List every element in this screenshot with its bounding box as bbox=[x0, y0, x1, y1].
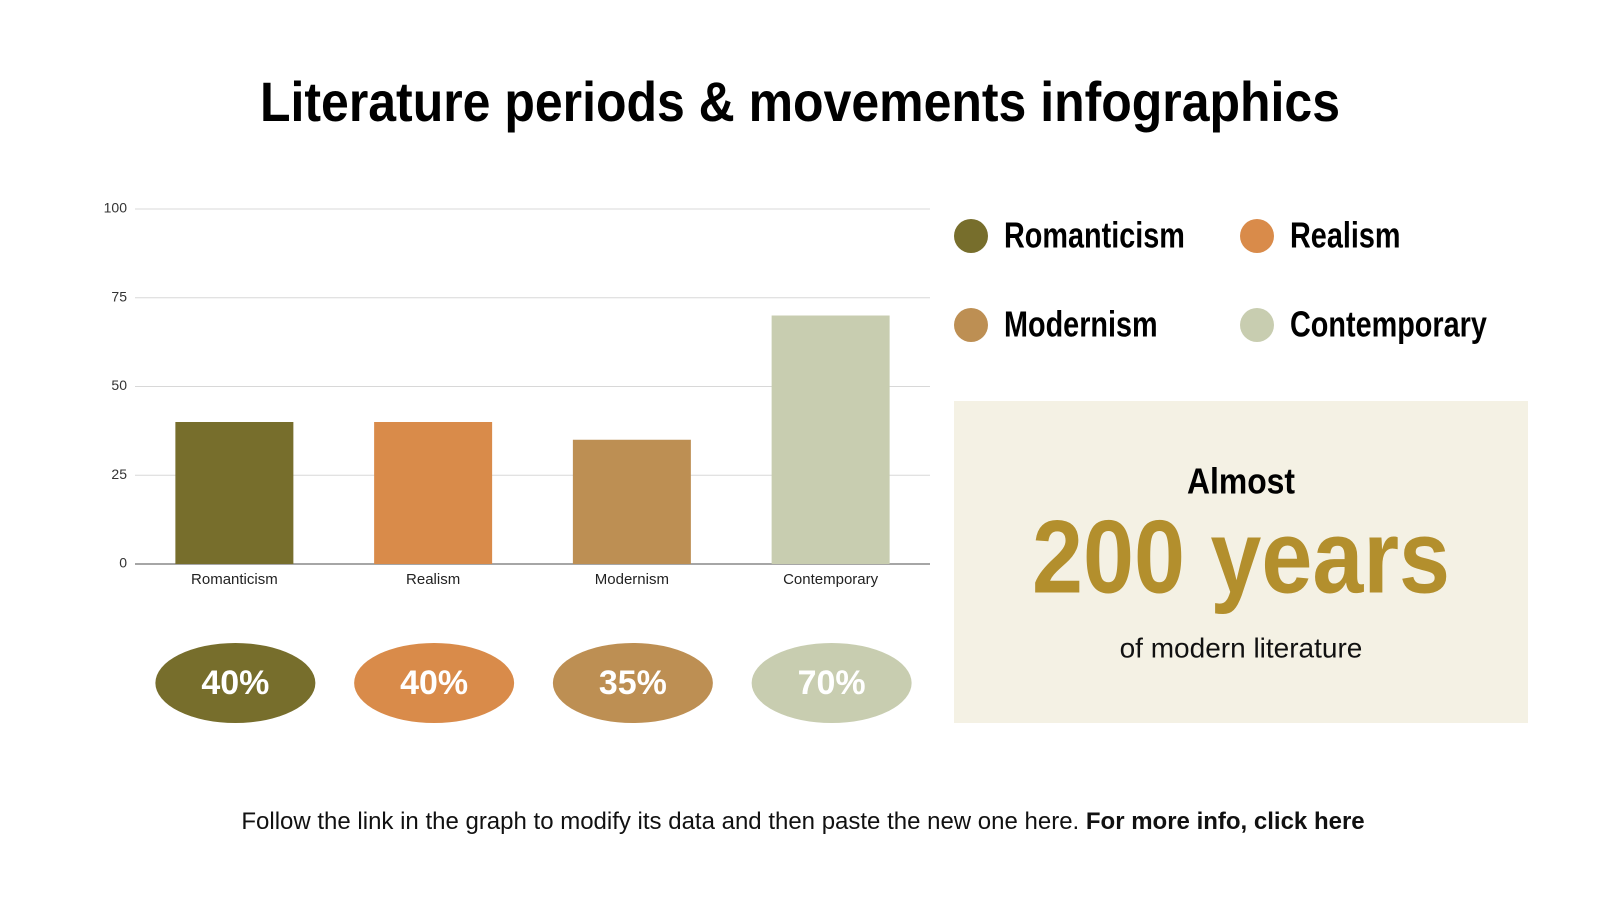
bar bbox=[572, 439, 691, 564]
value-badge bbox=[354, 643, 515, 723]
value-label: 40% bbox=[400, 664, 468, 702]
value-badge bbox=[155, 643, 316, 723]
y-tick-label: 50 bbox=[111, 377, 127, 393]
legend-swatch bbox=[1240, 308, 1274, 342]
callout-lead: Almost bbox=[1187, 461, 1295, 502]
y-tick-label: 25 bbox=[111, 466, 127, 482]
y-tick-label: 0 bbox=[119, 555, 127, 571]
bar bbox=[175, 422, 294, 564]
value-badge bbox=[751, 643, 912, 723]
x-tick-label: Realism bbox=[406, 571, 460, 588]
legend-label: Romanticism bbox=[1004, 215, 1185, 256]
footer: Follow the link in the graph to modify i… bbox=[241, 808, 1364, 835]
legend-label: Realism bbox=[1290, 215, 1400, 256]
legend-swatch bbox=[954, 308, 988, 342]
bar bbox=[374, 422, 493, 564]
x-tick-label: Contemporary bbox=[783, 571, 879, 588]
footer-link[interactable]: For more info, click here bbox=[1086, 808, 1365, 835]
legend-label: Modernism bbox=[1004, 304, 1158, 345]
title: Literature periods & movements infograph… bbox=[260, 70, 1340, 133]
callout-headline: 200 years bbox=[1032, 499, 1450, 615]
legend-swatch bbox=[1240, 219, 1274, 253]
y-tick-label: 75 bbox=[111, 288, 127, 304]
bar bbox=[771, 315, 890, 564]
legend-swatch bbox=[954, 219, 988, 253]
callout-caption: of modern literature bbox=[1120, 632, 1363, 663]
footer-text: Follow the link in the graph to modify i… bbox=[241, 808, 1079, 835]
value-badge bbox=[552, 643, 713, 723]
value-label: 70% bbox=[798, 664, 866, 702]
callout-box bbox=[954, 401, 1528, 723]
value-label: 35% bbox=[599, 664, 667, 702]
x-tick-label: Modernism bbox=[595, 571, 669, 588]
value-label: 40% bbox=[201, 664, 269, 702]
y-tick-label: 100 bbox=[104, 200, 128, 216]
x-tick-label: Romanticism bbox=[191, 571, 278, 588]
legend-label: Contemporary bbox=[1290, 304, 1487, 345]
